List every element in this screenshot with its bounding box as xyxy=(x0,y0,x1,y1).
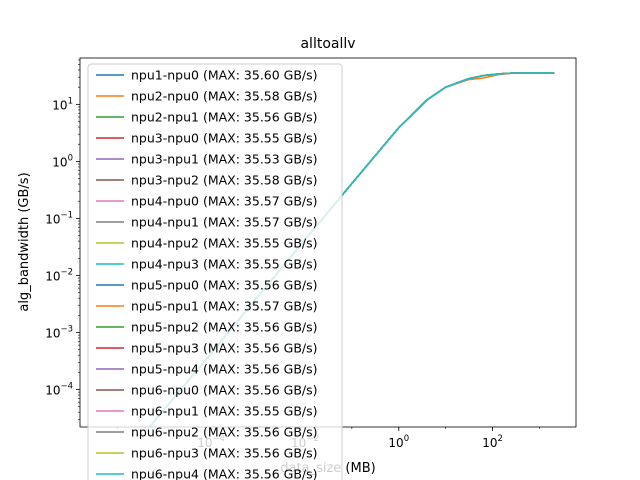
tick-label: 100 xyxy=(52,153,73,169)
tick-label: 10−3 xyxy=(45,324,73,340)
legend-label: npu4-npu2 (MAX: 35.55 GB/s) xyxy=(131,236,318,251)
tick-label: 100 xyxy=(388,434,409,450)
chart-title: alltoallv xyxy=(300,36,355,52)
tick-label: 10−1 xyxy=(45,210,73,226)
legend-label: npu4-npu1 (MAX: 35.57 GB/s) xyxy=(131,215,318,230)
legend-label: npu3-npu0 (MAX: 35.55 GB/s) xyxy=(131,131,318,146)
legend-label: npu2-npu1 (MAX: 35.56 GB/s) xyxy=(131,110,318,125)
legend: npu1-npu0 (MAX: 35.60 GB/s) npu2-npu0 (MA… xyxy=(87,63,343,480)
legend-label: npu5-npu3 (MAX: 35.56 GB/s) xyxy=(131,341,318,356)
legend-label: npu2-npu0 (MAX: 35.58 GB/s) xyxy=(131,89,318,104)
legend-label: npu6-npu0 (MAX: 35.56 GB/s) xyxy=(131,383,318,398)
tick-label: 10−4 xyxy=(45,381,73,397)
legend-label: npu6-npu2 (MAX: 35.56 GB/s) xyxy=(131,425,318,440)
legend-box xyxy=(87,63,343,480)
legend-label: npu1-npu0 (MAX: 35.60 GB/s) xyxy=(131,68,318,83)
tick-label: 101 xyxy=(52,96,73,112)
legend-label: npu6-npu4 (MAX: 35.56 GB/s) xyxy=(131,467,318,480)
legend-label: npu6-npu1 (MAX: 35.55 GB/s) xyxy=(131,404,318,419)
legend-label: npu3-npu1 (MAX: 35.53 GB/s) xyxy=(131,152,318,167)
legend-label: npu5-npu0 (MAX: 35.56 GB/s) xyxy=(131,278,318,293)
tick-label: 102 xyxy=(482,434,503,450)
tick-label: 10−2 xyxy=(45,267,73,283)
legend-label: npu5-npu2 (MAX: 35.56 GB/s) xyxy=(131,320,318,335)
legend-label: npu4-npu3 (MAX: 35.55 GB/s) xyxy=(131,257,318,272)
legend-label: npu5-npu4 (MAX: 35.56 GB/s) xyxy=(131,362,318,377)
y-axis-label: alg_bandwidth (GB/s) xyxy=(17,172,32,311)
legend-label: npu5-npu1 (MAX: 35.57 GB/s) xyxy=(131,299,318,314)
legend-label: npu6-npu3 (MAX: 35.56 GB/s) xyxy=(131,446,318,461)
y-axis-ticks: 10−4 10−3 10−2 10−1 100 101 xyxy=(45,59,80,420)
legend-label: npu3-npu2 (MAX: 35.58 GB/s) xyxy=(131,173,318,188)
legend-label: npu4-npu0 (MAX: 35.57 GB/s) xyxy=(131,194,318,209)
